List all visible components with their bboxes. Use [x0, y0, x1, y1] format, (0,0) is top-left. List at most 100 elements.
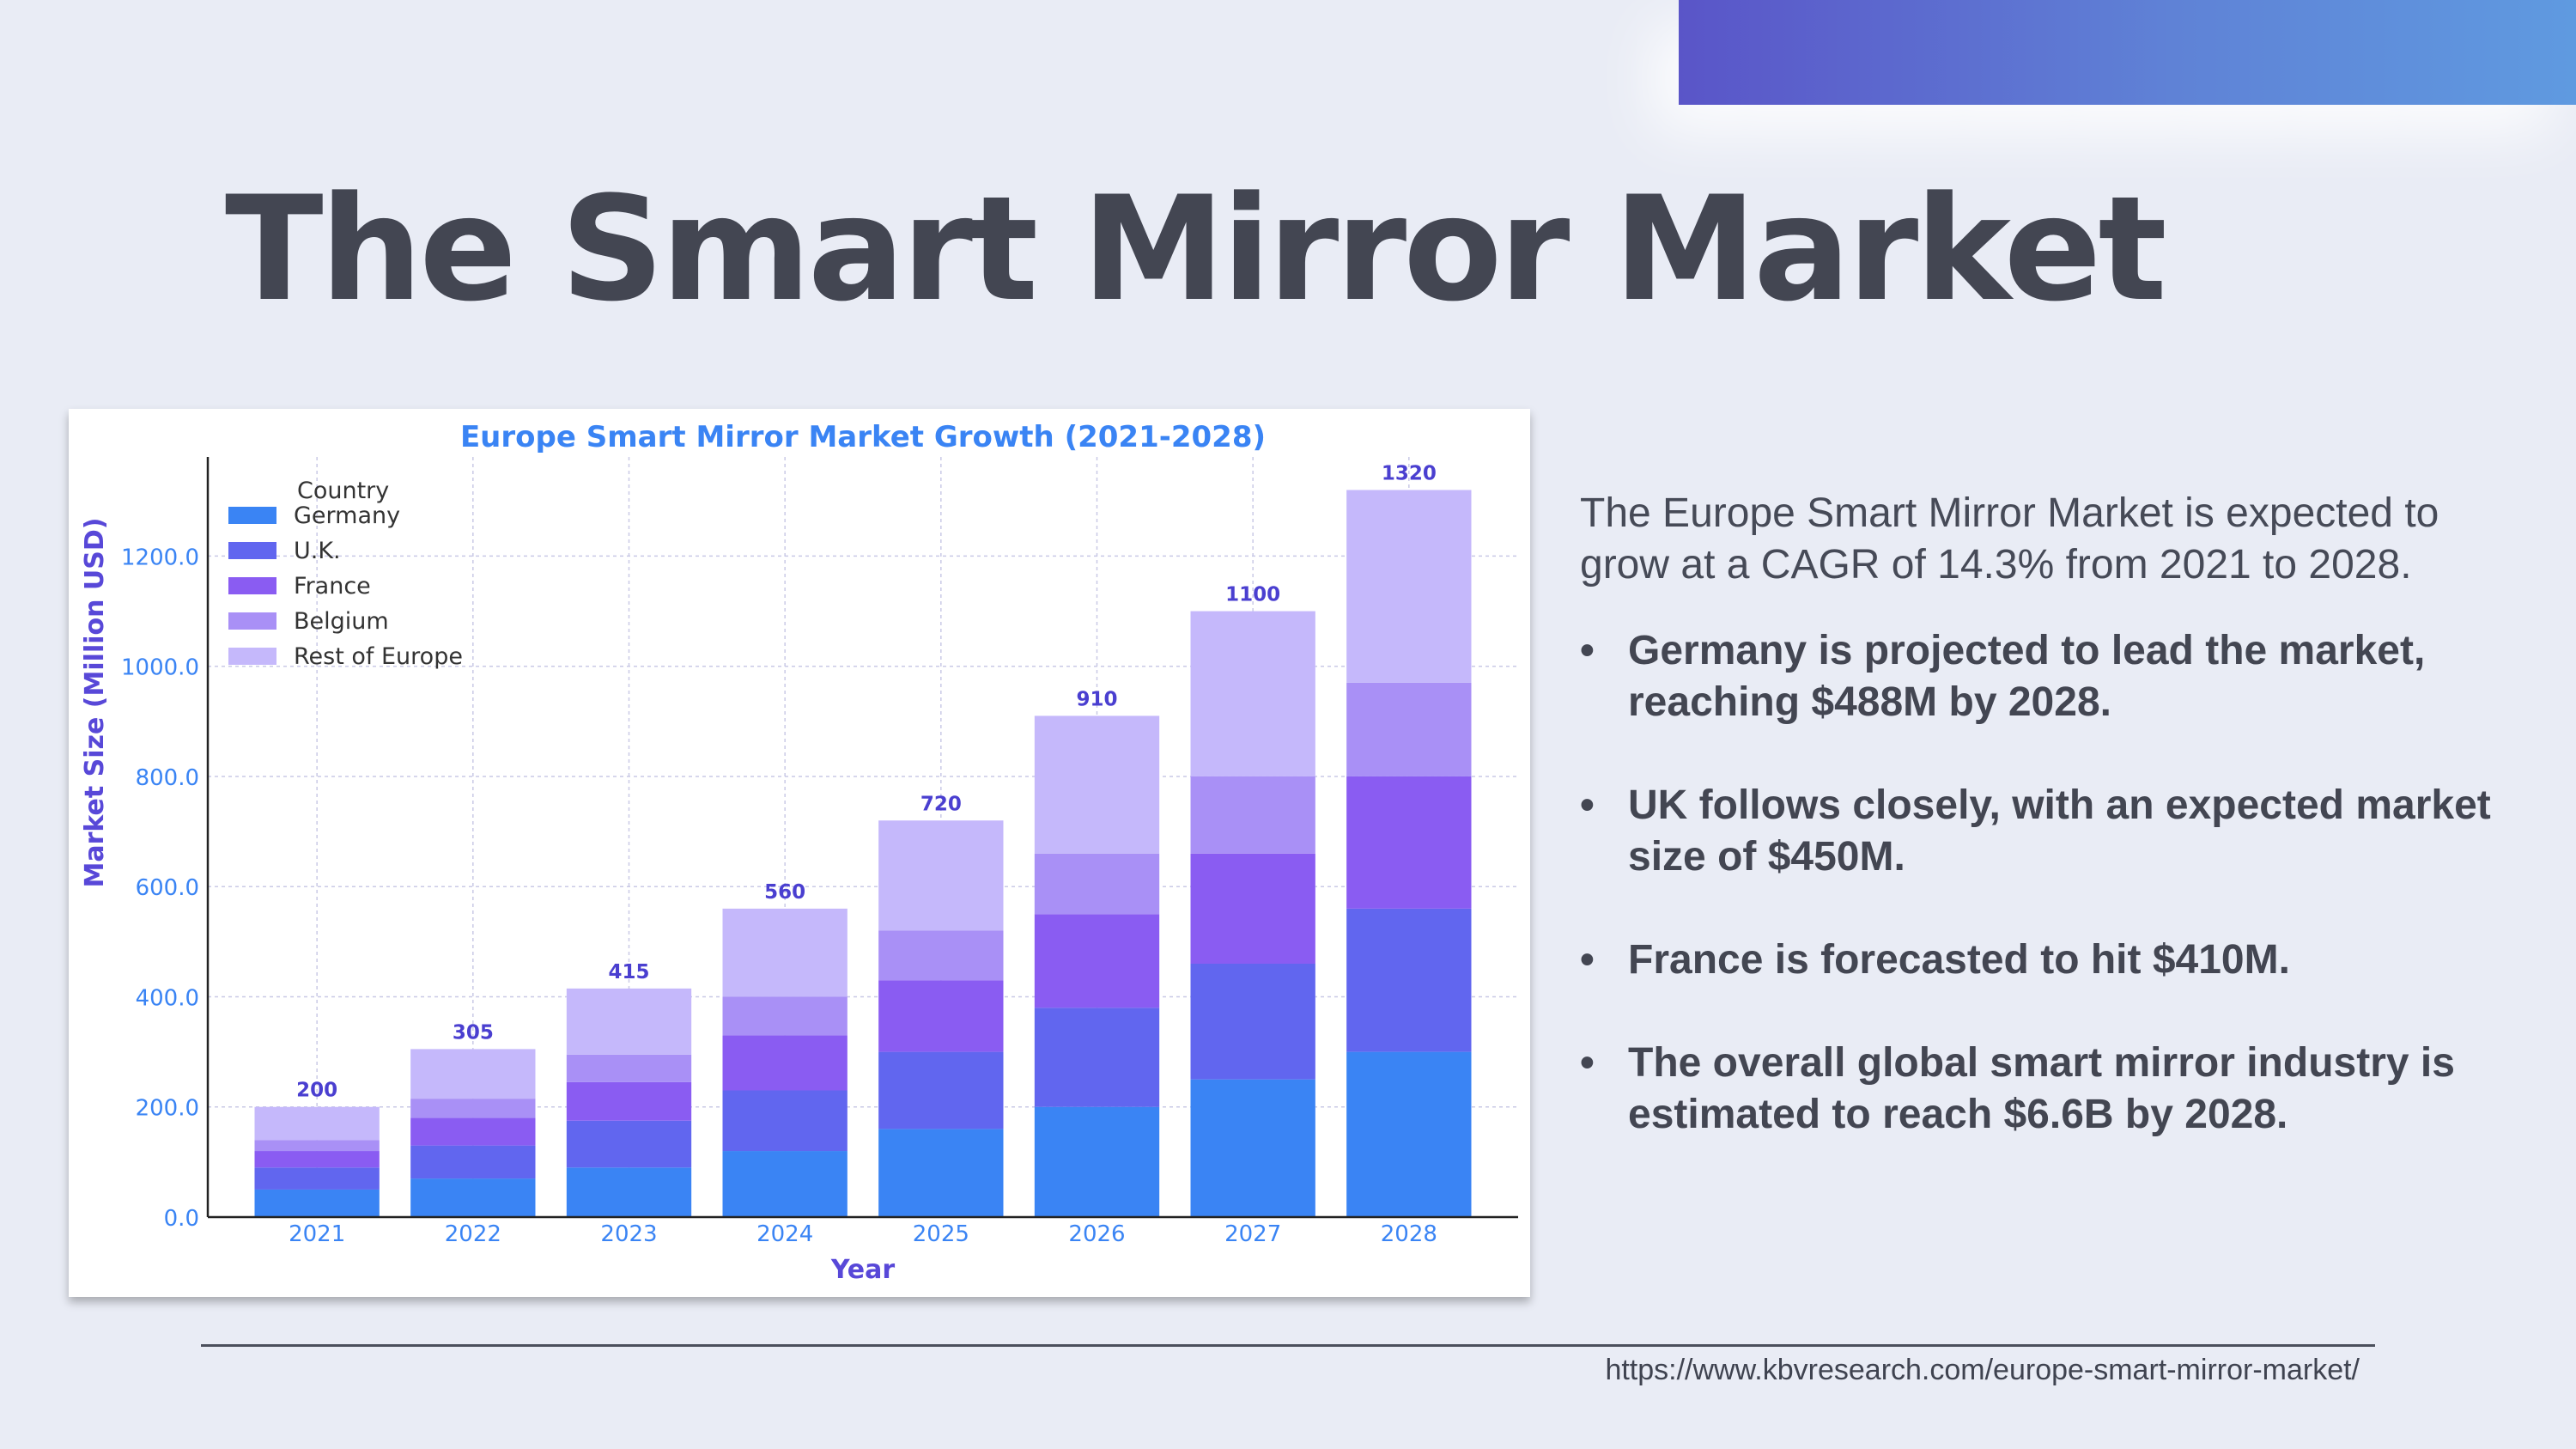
- bar-segment: [1034, 1106, 1160, 1217]
- legend: Country Germany U.K. France Belgium Rest of …: [228, 478, 463, 670]
- total-label: 1100: [1225, 584, 1280, 606]
- x-axis-label: Year: [830, 1255, 896, 1285]
- total-label: 305: [453, 1021, 494, 1044]
- bar-segment: [254, 1189, 380, 1217]
- total-label: 560: [764, 881, 805, 904]
- bullet-text: Germany is projected to lead the market,…: [1628, 628, 2426, 725]
- total-label: 720: [920, 793, 962, 815]
- page-title: The Smart Mirror Market: [225, 165, 2167, 333]
- bullet-item: • Germany is projected to lead the marke…: [1580, 625, 2533, 728]
- stacked-bar-chart: Europe Smart Mirror Market Growth (2021-…: [80, 420, 1518, 1285]
- y-tick-label: 400.0: [136, 985, 199, 1011]
- bullet-icon: •: [1580, 937, 1595, 983]
- bar-segment: [878, 980, 1004, 1052]
- bar-segment: [410, 1117, 536, 1146]
- bar-segment: [410, 1099, 536, 1118]
- bar-segment: [1190, 776, 1315, 854]
- legend-label: Rest of Europe: [294, 643, 463, 670]
- bullet-list: • Germany is projected to lead the marke…: [1580, 625, 2533, 1141]
- bullet-text: UK follows closely, with an expected mar…: [1628, 782, 2491, 880]
- bar-segment: [722, 1090, 848, 1152]
- axes: [206, 457, 1518, 1219]
- bar-segment: [722, 1151, 848, 1217]
- intro-paragraph: The Europe Smart Mirror Market is expect…: [1580, 490, 2439, 588]
- tick-and-total-labels: 0.0 200.0 400.0 600.0 800.0 1000.0 1200.0 200 20…: [121, 462, 1437, 1247]
- bar-segment: [1034, 715, 1160, 854]
- bar-segment: [878, 820, 1004, 931]
- y-tick-label: 200.0: [136, 1096, 199, 1122]
- bar-segment: [1190, 964, 1315, 1080]
- bar-segment: [1034, 853, 1160, 915]
- bar-segment: [410, 1178, 536, 1217]
- total-label: 415: [608, 961, 649, 983]
- legend-swatch: [228, 648, 276, 665]
- x-tick-label: 2021: [289, 1221, 345, 1247]
- legend-swatch: [228, 507, 276, 524]
- bar-segment: [1190, 853, 1315, 964]
- legend-label: France: [294, 573, 371, 600]
- bullet-item: • The overall global smart mirror indust…: [1580, 1038, 2533, 1141]
- text-panel: The Europe Smart Mirror Market is expect…: [1580, 488, 2533, 1192]
- total-label: 1320: [1382, 462, 1437, 484]
- chart-card: Europe Smart Mirror Market Growth (2021-…: [69, 409, 1530, 1297]
- bar-segment: [1190, 611, 1315, 776]
- bullet-text: France is forecasted to hit $410M.: [1628, 937, 2290, 983]
- bar-segment: [254, 1167, 380, 1190]
- bar-segment: [878, 1129, 1004, 1217]
- footer-divider: [201, 1344, 2375, 1347]
- bullet-item: • France is forecasted to hit $410M.: [1580, 935, 2533, 986]
- legend-swatch: [228, 577, 276, 594]
- legend-label: Belgium: [294, 608, 389, 635]
- bar-segment: [722, 996, 848, 1036]
- bars: [254, 490, 1472, 1217]
- x-tick-label: 2022: [445, 1221, 501, 1247]
- bar-segment: [1034, 1008, 1160, 1107]
- bar-segment: [1346, 776, 1472, 909]
- top-accent-band: [1679, 0, 2576, 105]
- total-label: 200: [296, 1080, 337, 1102]
- legend-label: U.K.: [294, 538, 341, 564]
- bullet-icon: •: [1580, 782, 1595, 828]
- legend-label: Germany: [294, 502, 400, 529]
- bullet-icon: •: [1580, 628, 1595, 673]
- bar-segment: [1346, 1051, 1472, 1217]
- bar-segment: [722, 908, 848, 997]
- bar-segment: [1034, 914, 1160, 1008]
- source-link[interactable]: https://www.kbvresearch.com/europe-smart…: [1605, 1354, 2360, 1386]
- legend-title: Country: [297, 478, 389, 504]
- bar-segment: [566, 1167, 692, 1217]
- x-tick-label: 2024: [756, 1221, 813, 1247]
- bar-segment: [410, 1145, 536, 1179]
- y-tick-label: 1200.0: [121, 545, 199, 570]
- bar-segment: [566, 1054, 692, 1082]
- bar-segment: [878, 930, 1004, 981]
- bar-segment: [1346, 682, 1472, 776]
- x-tick-label: 2027: [1224, 1221, 1281, 1247]
- bar-segment: [878, 1051, 1004, 1129]
- legend-swatch: [228, 612, 276, 630]
- legend-swatch: [228, 542, 276, 559]
- bar-segment: [1346, 490, 1472, 683]
- grid-lines: [208, 457, 1518, 1218]
- y-tick-label: 1000.0: [121, 655, 199, 681]
- bar-segment: [254, 1151, 380, 1168]
- x-tick-label: 2025: [913, 1221, 969, 1247]
- bullet-text: The overall global smart mirror industry…: [1628, 1040, 2455, 1137]
- bar-segment: [566, 1120, 692, 1168]
- y-tick-label: 0.0: [164, 1206, 199, 1232]
- bar-segment: [566, 988, 692, 1055]
- chart-title: Europe Smart Mirror Market Growth (2021-…: [460, 420, 1266, 454]
- x-tick-label: 2026: [1068, 1221, 1125, 1247]
- y-tick-label: 800.0: [136, 765, 199, 791]
- bar-segment: [254, 1106, 380, 1141]
- bar-segment: [1190, 1079, 1315, 1217]
- y-axis-label: Market Size (Million USD): [80, 517, 110, 887]
- bar-segment: [410, 1049, 536, 1099]
- total-label: 910: [1076, 688, 1117, 710]
- bar-segment: [1346, 908, 1472, 1052]
- bullet-item: • UK follows closely, with an expected m…: [1580, 780, 2533, 883]
- bar-segment: [566, 1081, 692, 1121]
- x-tick-label: 2023: [600, 1221, 657, 1247]
- bullet-icon: •: [1580, 1040, 1595, 1086]
- y-tick-label: 600.0: [136, 875, 199, 901]
